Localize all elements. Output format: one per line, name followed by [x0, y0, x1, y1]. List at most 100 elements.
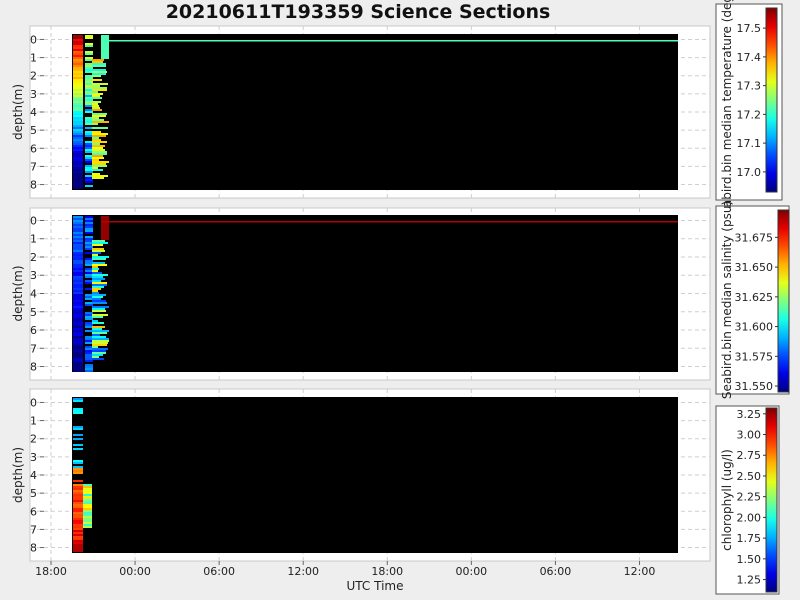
- data-cell: [73, 167, 83, 169]
- data-cell: [83, 512, 92, 514]
- data-cell: [83, 518, 92, 520]
- data-cell: [92, 256, 109, 258]
- data-cell: [92, 288, 101, 290]
- data-cell: [101, 41, 109, 43]
- data-cell: [92, 326, 105, 328]
- data-cell: [85, 268, 93, 270]
- colorbar-tick-label: 2.25: [737, 491, 762, 504]
- data-cell: [92, 69, 106, 71]
- data-cell: [73, 538, 83, 540]
- x-tick-label: 18:00: [371, 565, 403, 578]
- panel-1: 012345678depth(m)17.517.417.317.217.117.…: [11, 0, 783, 222]
- data-cell: [101, 222, 109, 224]
- data-cell: [92, 117, 99, 119]
- data-cell: [73, 332, 83, 334]
- data-cell: [73, 294, 83, 296]
- data-cell: [73, 490, 83, 492]
- data-cell: [92, 101, 101, 103]
- data-cell: [73, 494, 83, 496]
- data-cell: [85, 111, 93, 113]
- x-tick-label: 00:00: [455, 565, 487, 578]
- y-tick-label: 5: [30, 124, 37, 137]
- data-cell: [85, 220, 93, 222]
- data-cell: [83, 496, 92, 498]
- data-cell: [73, 179, 83, 181]
- data-cell: [92, 133, 108, 135]
- data-cell: [73, 522, 83, 524]
- data-cell: [73, 111, 83, 113]
- data-cell: [73, 153, 83, 155]
- data-cell: [73, 506, 83, 508]
- data-cell: [85, 296, 93, 298]
- data-cell: [92, 356, 99, 358]
- data-cell: [73, 270, 83, 272]
- chart-title: 20210611T193359 Science Sections: [165, 1, 551, 23]
- data-cell: [85, 135, 93, 137]
- data-cell: [92, 97, 102, 99]
- data-cell: [73, 220, 83, 222]
- data-cell: [85, 244, 93, 246]
- data-cell: [73, 73, 83, 75]
- y-tick-label: 3: [30, 269, 37, 282]
- data-cell: [73, 358, 83, 360]
- data-cell: [83, 490, 92, 492]
- data-cell: [73, 290, 83, 292]
- data-cell: [73, 218, 83, 220]
- data-cell: [83, 488, 92, 490]
- data-cell: [73, 310, 83, 312]
- data-cell: [73, 39, 83, 41]
- data-cell: [92, 338, 109, 340]
- data-cell: [73, 364, 83, 366]
- data-cell: [92, 115, 106, 117]
- data-cell: [73, 127, 83, 129]
- data-cell: [73, 528, 83, 530]
- data-cell: [73, 121, 83, 123]
- data-cell: [85, 175, 93, 177]
- colorbar-tick-label: 17.0: [737, 166, 762, 179]
- data-cell: [73, 163, 83, 165]
- data-cell: [73, 534, 83, 536]
- data-cell: [73, 173, 83, 175]
- data-cell: [73, 444, 83, 446]
- data-cell: [85, 352, 93, 354]
- data-cell: [73, 77, 83, 79]
- data-cell: [73, 177, 83, 179]
- data-cell: [73, 61, 83, 63]
- data-cell: [101, 228, 109, 230]
- data-cell: [92, 282, 107, 284]
- data-field: [72, 215, 678, 372]
- y-tick-label: 8: [30, 542, 37, 555]
- data-cell: [85, 230, 93, 232]
- data-cell: [73, 356, 83, 358]
- data-cell: [73, 324, 83, 326]
- data-cell: [73, 488, 83, 490]
- data-cell: [73, 268, 83, 270]
- data-cell: [73, 37, 83, 39]
- data-cell: [92, 175, 108, 177]
- data-cell: [73, 115, 83, 117]
- data-cell: [73, 362, 83, 364]
- data-cell: [92, 320, 98, 322]
- data-cell: [73, 518, 83, 520]
- data-cell: [85, 151, 93, 153]
- data-cell: [85, 75, 93, 77]
- x-axis-label: UTC Time: [347, 579, 404, 593]
- data-cell: [92, 294, 106, 296]
- data-cell: [73, 71, 83, 73]
- data-cell: [73, 274, 83, 276]
- data-cell: [85, 236, 93, 238]
- y-tick-label: 1: [30, 415, 37, 428]
- data-cell: [73, 252, 83, 254]
- data-cell: [85, 155, 93, 157]
- data-cell: [85, 165, 93, 167]
- data-cell: [85, 67, 93, 69]
- data-cell: [73, 165, 83, 167]
- data-cell: [73, 524, 83, 526]
- data-cell: [73, 238, 83, 240]
- colorbar-label: Seabird.bin median salinity (psu): [720, 201, 734, 399]
- data-cell: [73, 119, 83, 121]
- data-cell: [73, 312, 83, 314]
- data-cell: [101, 55, 109, 57]
- data-cell: [73, 131, 83, 133]
